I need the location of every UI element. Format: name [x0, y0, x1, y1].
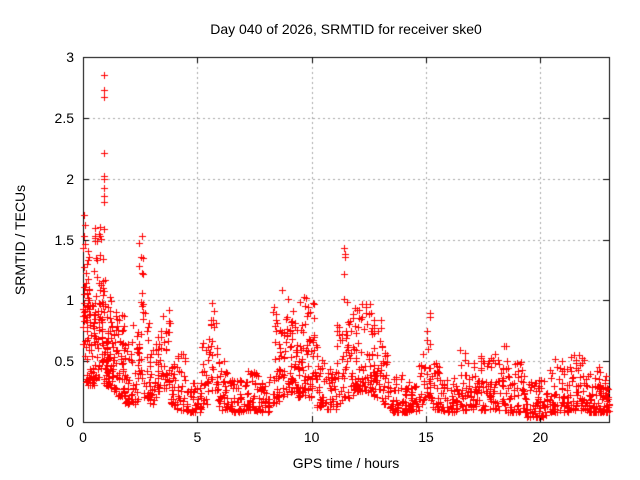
- y-tick-label: 1.5: [54, 231, 74, 248]
- x-tick-label: 20: [532, 429, 549, 445]
- y-tick-label: 0: [66, 414, 74, 430]
- y-tick-label: 2: [66, 170, 74, 187]
- x-tick-label: 15: [418, 429, 434, 445]
- y-axis-label: SRMTID / TECUs: [12, 184, 28, 296]
- x-tick-label: 0: [79, 429, 87, 445]
- x-tick-label: 10: [303, 429, 320, 445]
- x-tick-label: 5: [193, 429, 202, 445]
- y-tick-label: 2.5: [54, 109, 74, 126]
- x-axis-label: GPS time / hours: [292, 455, 400, 471]
- y-tick-label: 3: [66, 49, 74, 65]
- y-tick-label: 1: [66, 292, 74, 309]
- y-tick-label: 0.5: [54, 353, 74, 370]
- chart-title: Day 040 of 2026, SRMTID for receiver ske…: [210, 21, 482, 37]
